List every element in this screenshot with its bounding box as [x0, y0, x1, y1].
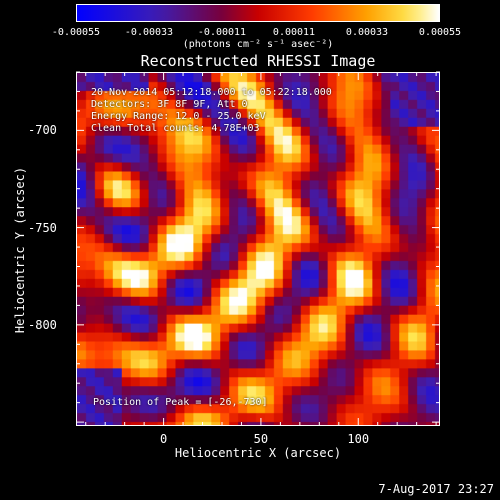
- colorbar-gradient: [77, 5, 439, 21]
- colorbar: [76, 4, 440, 22]
- x-tick-label: 50: [253, 432, 269, 446]
- y-tick-label: -700: [28, 123, 57, 138]
- time-annotation: 20-Nov-2014 05:12:18.000 to 05:22:18.000: [91, 87, 332, 98]
- x-tick-label: 100: [347, 432, 370, 446]
- colorbar-tick-label: -0.00011: [197, 27, 247, 38]
- y-axis-label: Heliocentric Y (arcsec): [13, 166, 27, 334]
- colorbar-units: (photons cm⁻² s⁻¹ asec⁻²): [182, 39, 334, 50]
- y-tick-label: -750: [28, 220, 57, 235]
- colorbar-tick-label: -0.00055: [51, 27, 101, 38]
- colorbar-tick-label: 0.00055: [418, 27, 462, 38]
- y-tick-label: -800: [28, 317, 57, 332]
- heatmap-image: [77, 73, 439, 425]
- colorbar-tick-label: 0.00011: [272, 27, 316, 38]
- energy-annotation: Energy Range: 12.0 - 25.0 keV: [91, 111, 266, 122]
- detectors-annotation: Detectors: 3F 8F 9F, Att 0: [91, 99, 248, 110]
- plot-area: 20-Nov-2014 05:12:18.000 to 05:22:18.000…: [76, 72, 440, 426]
- x-axis-label: Heliocentric X (arcsec): [174, 446, 342, 460]
- timestamp: 7-Aug-2017 23:27: [378, 482, 494, 496]
- colorbar-tick-label: -0.00033: [124, 27, 174, 38]
- peak-annotation: Position of Peak = [-26,-730]: [93, 397, 268, 408]
- chart-title: Reconstructed RHESSI Image: [140, 52, 376, 70]
- method-annotation: Clean Total counts: 4.78E+03: [91, 123, 260, 134]
- colorbar-tick-label: 0.00033: [345, 27, 389, 38]
- x-tick-label: 0: [159, 432, 168, 446]
